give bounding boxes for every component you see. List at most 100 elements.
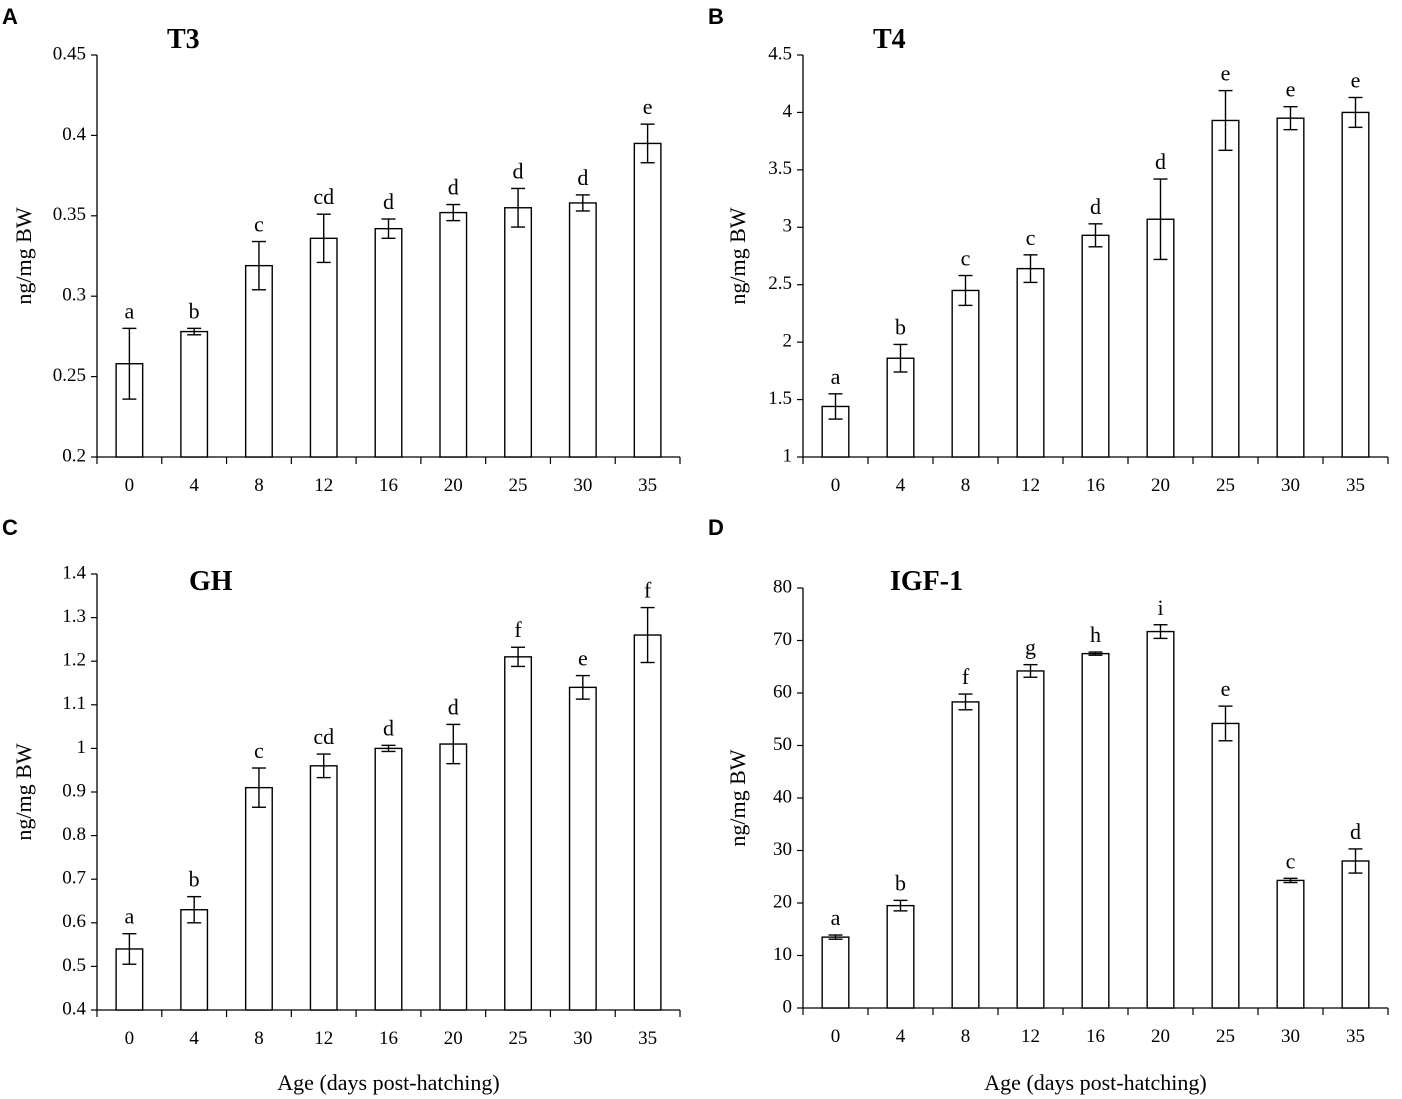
bar-day-8 (951, 701, 980, 1009)
x-tick-label: 35 (1346, 475, 1365, 496)
chart-panel-b: B T4 ng/mg BW 1 1.5 2 2.5 3 3.5 4 4.5 a 0 b 4 c 8 c 12 d 16 d… (708, 4, 1389, 496)
x-tick-label: 16 (379, 1028, 398, 1049)
bar-day-16 (1081, 234, 1110, 458)
chart-title: GH (189, 566, 233, 597)
y-axis-label: ng/mg BW (11, 743, 36, 840)
bar-day-30 (1276, 117, 1305, 458)
x-axis-label: Age (days post-hatching) (277, 1070, 499, 1095)
significance-label: d (1090, 194, 1101, 219)
significance-label: e (1221, 676, 1231, 701)
y-tick-label: 0.6 (62, 911, 86, 932)
y-tick-label: 4 (783, 101, 793, 122)
significance-label: a (125, 298, 135, 323)
x-tick-label: 0 (831, 475, 841, 496)
y-tick-label: 1.4 (62, 562, 86, 583)
x-tick-label: 16 (1086, 1026, 1105, 1047)
y-tick-label: 0.45 (53, 43, 86, 64)
y-axis-label: ng/mg BW (725, 207, 750, 304)
y-tick-label: 0.25 (53, 365, 86, 386)
significance-label: c (961, 246, 971, 271)
y-axis-label: ng/mg BW (725, 749, 750, 846)
significance-label: e (1221, 61, 1231, 86)
x-tick-label: 20 (444, 1028, 463, 1049)
bar-day-35 (633, 142, 662, 458)
significance-label: d (448, 175, 459, 200)
x-tick-label: 12 (314, 475, 333, 496)
y-tick-label: 0.4 (62, 998, 86, 1019)
y-tick-label: 30 (773, 839, 792, 860)
y-tick-label: 1.5 (768, 388, 792, 409)
y-tick-label: 0.9 (62, 780, 86, 801)
bar-day-20 (439, 743, 468, 1011)
y-tick-label: 20 (773, 891, 792, 912)
bar-day-0 (821, 936, 850, 1009)
significance-label: e (1286, 77, 1296, 102)
bar-day-35 (1341, 860, 1370, 1009)
bar-day-25 (1211, 119, 1240, 458)
x-tick-label: 35 (638, 1028, 657, 1049)
significance-label: e (578, 646, 588, 671)
significance-label: d (1155, 149, 1166, 174)
bar-day-4 (886, 357, 915, 458)
significance-label: d (513, 158, 524, 183)
x-tick-label: 8 (254, 475, 264, 496)
significance-label: c (254, 212, 264, 237)
significance-label: f (962, 664, 970, 689)
bar-day-12 (1016, 267, 1045, 458)
bar-day-12 (309, 237, 338, 458)
bar-day-20 (1146, 630, 1175, 1009)
y-tick-label: 60 (773, 681, 792, 702)
y-tick-label: 50 (773, 734, 792, 755)
significance-label: a (831, 905, 841, 930)
y-tick-label: 0.7 (62, 868, 86, 889)
x-tick-label: 35 (638, 475, 657, 496)
significance-label: cd (313, 724, 334, 749)
y-tick-label: 1 (77, 737, 87, 758)
y-tick-label: 0.4 (62, 124, 86, 145)
y-tick-label: 0.5 (62, 955, 86, 976)
x-tick-label: 30 (1281, 1026, 1300, 1047)
bar-day-0 (821, 405, 850, 458)
x-tick-label: 4 (189, 475, 199, 496)
x-tick-label: 25 (1216, 1026, 1235, 1047)
y-tick-label: 10 (773, 944, 792, 965)
y-tick-label: 0.35 (53, 204, 86, 225)
x-tick-label: 35 (1346, 1026, 1365, 1047)
x-tick-label: 20 (1151, 1026, 1170, 1047)
y-tick-label: 1.1 (62, 693, 86, 714)
bar-day-20 (439, 211, 468, 458)
x-tick-label: 30 (573, 1028, 592, 1049)
bar-day-30 (568, 202, 597, 458)
bar-day-12 (309, 765, 338, 1011)
x-tick-label: 4 (189, 1028, 199, 1049)
bar-day-8 (244, 264, 273, 458)
significance-label: c (1286, 848, 1296, 873)
x-tick-label: 12 (1021, 1026, 1040, 1047)
x-tick-label: 12 (1021, 475, 1040, 496)
x-tick-label: 25 (1216, 475, 1235, 496)
bar-day-4 (886, 904, 915, 1009)
chart-title: IGF-1 (890, 566, 963, 597)
bar-day-25 (504, 207, 533, 458)
bar-day-16 (1081, 652, 1110, 1009)
x-tick-label: 30 (1281, 475, 1300, 496)
bar-day-8 (951, 289, 980, 458)
x-tick-label: 0 (125, 1028, 135, 1049)
bar-day-8 (244, 786, 273, 1011)
x-tick-label: 8 (961, 475, 971, 496)
y-tick-label: 1 (783, 445, 793, 466)
x-tick-label: 8 (961, 1026, 971, 1047)
y-tick-label: 0 (783, 996, 793, 1017)
significance-label: cd (313, 184, 334, 209)
y-tick-label: 3 (783, 216, 793, 237)
x-tick-label: 30 (573, 475, 592, 496)
x-tick-label: 20 (1151, 475, 1170, 496)
y-tick-label: 0.8 (62, 824, 86, 845)
significance-label: f (514, 617, 522, 642)
chart-panel-a: A T3 ng/mg BW 0.2 0.25 0.3 0.35 0.4 0.45 a 0 b 4 c 8 cd… (2, 4, 681, 496)
bar-day-16 (374, 227, 403, 458)
bar-day-4 (180, 909, 209, 1011)
significance-label: b (189, 298, 200, 323)
x-tick-label: 8 (254, 1028, 264, 1049)
x-tick-label: 16 (1086, 475, 1105, 496)
